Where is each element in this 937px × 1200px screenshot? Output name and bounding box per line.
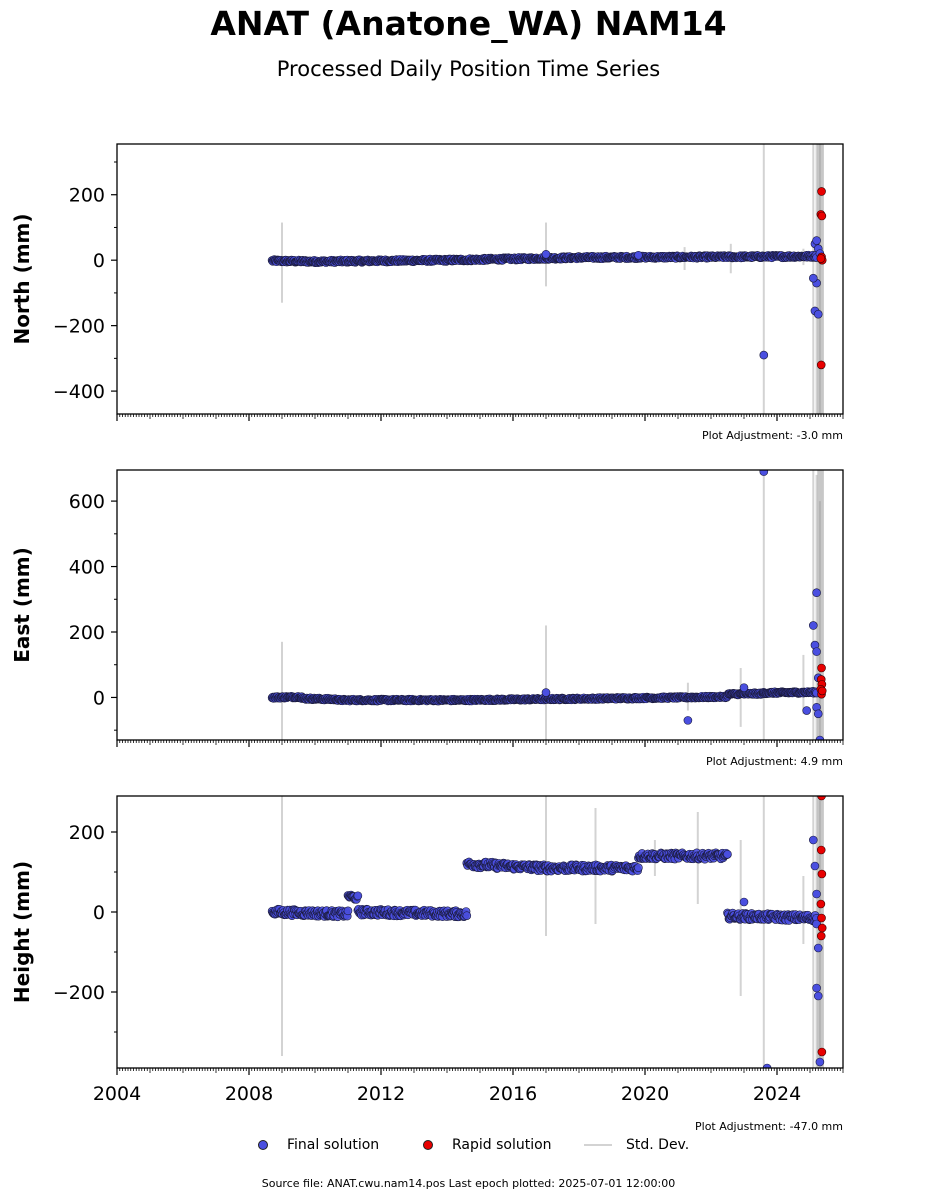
legend-final: Final solution	[258, 1137, 379, 1153]
final-point	[541, 688, 551, 697]
final-point	[808, 835, 818, 845]
legend-final-label: Final solution	[287, 1137, 380, 1153]
final-point	[813, 943, 823, 953]
legend-rapid: Rapid solution	[423, 1137, 552, 1153]
plot-adjustment-note: Plot Adjustment: -3.0 mm	[702, 429, 843, 442]
final-point	[723, 849, 732, 859]
y-tick-label: 200	[69, 622, 105, 644]
y-tick-label: −200	[53, 316, 105, 338]
rapid-point	[816, 360, 826, 370]
y-tick-label: 600	[69, 491, 105, 513]
final-point	[812, 647, 821, 656]
final-marker-icon	[258, 1140, 268, 1150]
final-point	[815, 1057, 825, 1067]
rapid-marker-icon	[423, 1140, 433, 1150]
x-tick-label: 2024	[753, 1083, 801, 1105]
rapid-point	[816, 931, 826, 941]
final-point	[812, 588, 821, 598]
final-point	[634, 863, 643, 873]
y-tick-label: −400	[53, 381, 105, 403]
final-point	[813, 991, 823, 1001]
final-point	[739, 683, 749, 692]
final-point	[683, 716, 693, 725]
final-point	[541, 249, 551, 259]
rapid-point	[817, 869, 827, 879]
stddev-band	[817, 144, 824, 414]
y-tick-label: 200	[69, 185, 105, 207]
final-point	[808, 621, 818, 630]
final-point	[813, 709, 823, 719]
plot-adjustment-note: Plot Adjustment: 4.9 mm	[706, 755, 843, 768]
y-axis-label: Height (mm)	[10, 861, 34, 1003]
legend: Final solution Rapid solution Std. Dev.	[0, 1137, 937, 1157]
chart-subtitle: Processed Daily Position Time Series	[276, 57, 661, 81]
y-axis-label: North (mm)	[10, 213, 34, 344]
rapid-point	[817, 923, 827, 933]
final-point	[810, 861, 820, 871]
final-point	[353, 891, 363, 901]
stddev-line-icon	[584, 1144, 612, 1146]
rapid-point	[817, 187, 826, 196]
x-tick-label: 2020	[621, 1083, 669, 1105]
legend-rapid-label: Rapid solution	[452, 1137, 552, 1153]
rapid-point	[817, 1047, 827, 1057]
x-tick-label: 2008	[225, 1083, 273, 1105]
final-point	[812, 983, 821, 993]
final-point	[759, 470, 769, 476]
y-axis-label: East (mm)	[10, 547, 34, 663]
legend-stddev: Std. Dev.	[584, 1137, 689, 1153]
final-point	[343, 906, 353, 916]
source-footer: Source file: ANAT.cwu.nam14.pos Last epo…	[261, 1177, 676, 1190]
final-point	[808, 273, 818, 283]
rapid-point	[817, 913, 826, 923]
rapid-point	[816, 254, 826, 263]
final-point	[812, 236, 821, 245]
final-point	[759, 350, 769, 360]
rapid-point	[817, 686, 827, 696]
panel-frame	[116, 143, 844, 415]
y-tick-label: 200	[69, 822, 105, 844]
y-tick-label: 400	[69, 557, 105, 579]
plot-adjustment-note: Plot Adjustment: -47.0 mm	[695, 1120, 843, 1133]
x-tick-label: 2016	[489, 1083, 537, 1105]
final-point	[462, 911, 472, 920]
rapid-point	[816, 899, 826, 909]
panel-frame	[116, 795, 844, 1069]
x-tick-label: 2012	[357, 1083, 405, 1105]
y-tick-label: 0	[93, 687, 105, 709]
stddev-band	[817, 470, 824, 740]
y-tick-label: 0	[93, 902, 105, 924]
chart-title: ANAT (Anatone_WA) NAM14	[210, 4, 727, 43]
rapid-point	[817, 211, 827, 221]
rapid-point	[817, 663, 826, 673]
x-tick-label: 2004	[93, 1083, 141, 1105]
legend-stddev-label: Std. Dev.	[626, 1137, 690, 1153]
y-tick-label: 0	[93, 250, 105, 272]
rapid-point	[816, 845, 826, 855]
final-point	[812, 889, 821, 899]
final-point	[739, 897, 749, 907]
y-tick-label: −200	[53, 982, 105, 1004]
final-point	[634, 250, 643, 260]
final-point	[802, 706, 812, 715]
final-point	[813, 309, 823, 319]
